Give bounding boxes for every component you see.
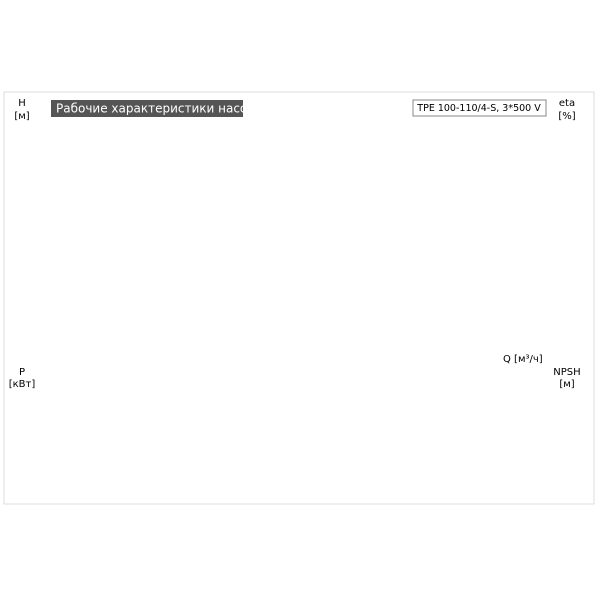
- title-box: [51, 100, 243, 117]
- y-label: H: [18, 98, 26, 109]
- y2-unit: [м]: [559, 379, 574, 390]
- y2-unit: [%]: [558, 111, 575, 122]
- outer-frame: [3, 91, 595, 505]
- y-unit: [м]: [14, 111, 29, 122]
- y2-label: NPSH: [553, 367, 580, 378]
- y2-label: eta: [559, 98, 575, 109]
- y-label: P: [19, 367, 25, 378]
- chart-subtitle: TPE 100-110/4-S, 3*500 V: [416, 103, 541, 114]
- chart-title: Рабочие характеристики насоса: [56, 102, 261, 116]
- x-label: Q [м³/ч]: [503, 354, 543, 365]
- y-unit: [кВт]: [9, 379, 36, 390]
- subtitle-box: [412, 99, 547, 117]
